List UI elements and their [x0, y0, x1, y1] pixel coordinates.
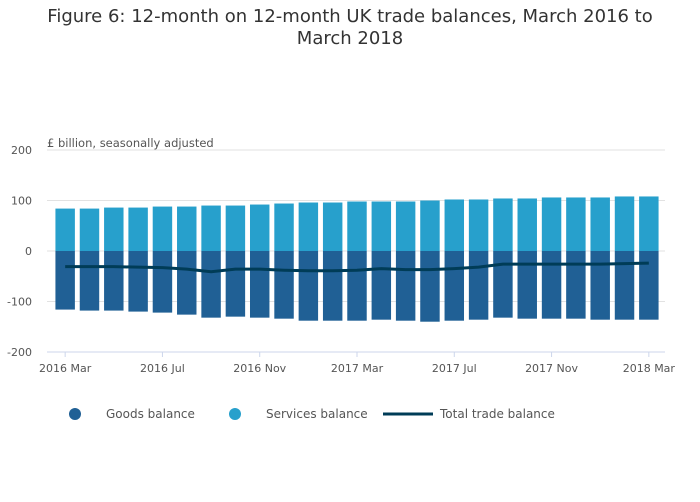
chart-title: Figure 6: 12-month on 12-month UK trade …	[47, 6, 653, 49]
services-bar	[322, 202, 343, 251]
services-bar	[225, 205, 246, 251]
goods-bar	[590, 251, 610, 320]
goods-bar	[444, 251, 465, 321]
legend-label: Total trade balance	[439, 407, 555, 421]
goods-bar	[347, 251, 367, 321]
services-bar	[468, 199, 489, 251]
services-bar	[566, 197, 586, 251]
total-trade-line	[65, 261, 649, 274]
goods-bar	[517, 251, 537, 319]
goods-bar	[152, 251, 173, 313]
x-tick-label: 2016 Mar	[39, 362, 92, 375]
y-tick-label: 0	[25, 245, 32, 258]
goods-bar	[177, 251, 197, 315]
x-tick-label: 2016 Jul	[140, 362, 185, 375]
goods-bar	[79, 251, 100, 311]
services-bar	[128, 207, 148, 251]
goods-bar	[371, 251, 392, 320]
goods-bar	[128, 251, 148, 312]
services-bar	[55, 208, 75, 251]
goods-bar	[225, 251, 246, 317]
services-bar	[639, 196, 659, 251]
goods-bar	[55, 251, 75, 310]
services-bar	[371, 201, 392, 251]
legend-label: Services balance	[266, 407, 368, 421]
goods-bar	[104, 251, 124, 311]
goods-bar	[201, 251, 221, 318]
goods-bar	[274, 251, 294, 319]
x-tick-label: 2017 Jul	[432, 362, 477, 375]
goods-bar	[493, 251, 513, 318]
y-axis-label: £ billion, seasonally adjusted	[47, 136, 214, 150]
legend-marker-1	[229, 408, 241, 420]
y-tick-label: 100	[11, 195, 32, 208]
goods-bar	[322, 251, 343, 321]
x-tick-label: 2018 Mar	[623, 362, 676, 375]
services-bar	[517, 198, 537, 251]
services-bar	[444, 199, 465, 251]
goods-bar	[249, 251, 270, 318]
services-bar	[79, 208, 100, 251]
y-tick-label: -200	[7, 346, 32, 359]
goods-bar	[614, 251, 635, 320]
goods-bar	[395, 251, 416, 321]
x-tick-label: 2017 Mar	[331, 362, 384, 375]
services-bar	[395, 201, 416, 251]
goods-bar	[566, 251, 586, 319]
goods-bar	[420, 251, 440, 322]
services-bar	[298, 202, 319, 251]
y-tick-label: -100	[7, 296, 32, 309]
services-bar	[347, 201, 367, 251]
services-bar	[249, 204, 270, 251]
goods-bar	[468, 251, 489, 320]
services-bar	[541, 197, 562, 251]
services-bar	[274, 203, 294, 251]
services-bar	[201, 205, 221, 251]
services-bar	[493, 198, 513, 251]
services-bar	[590, 197, 610, 251]
goods-bar	[298, 251, 319, 321]
services-bar	[420, 200, 440, 251]
services-bar	[152, 206, 173, 251]
services-bar	[177, 206, 197, 251]
goods-bar	[541, 251, 562, 319]
x-tick-label: 2016 Nov	[233, 362, 286, 375]
services-bar	[104, 207, 124, 251]
y-tick-label: 200	[11, 144, 32, 157]
x-tick-label: 2017 Nov	[525, 362, 578, 375]
goods-bar	[639, 251, 659, 320]
legend-marker-0	[69, 408, 81, 420]
legend-label: Goods balance	[106, 407, 195, 421]
services-bar	[614, 196, 635, 251]
